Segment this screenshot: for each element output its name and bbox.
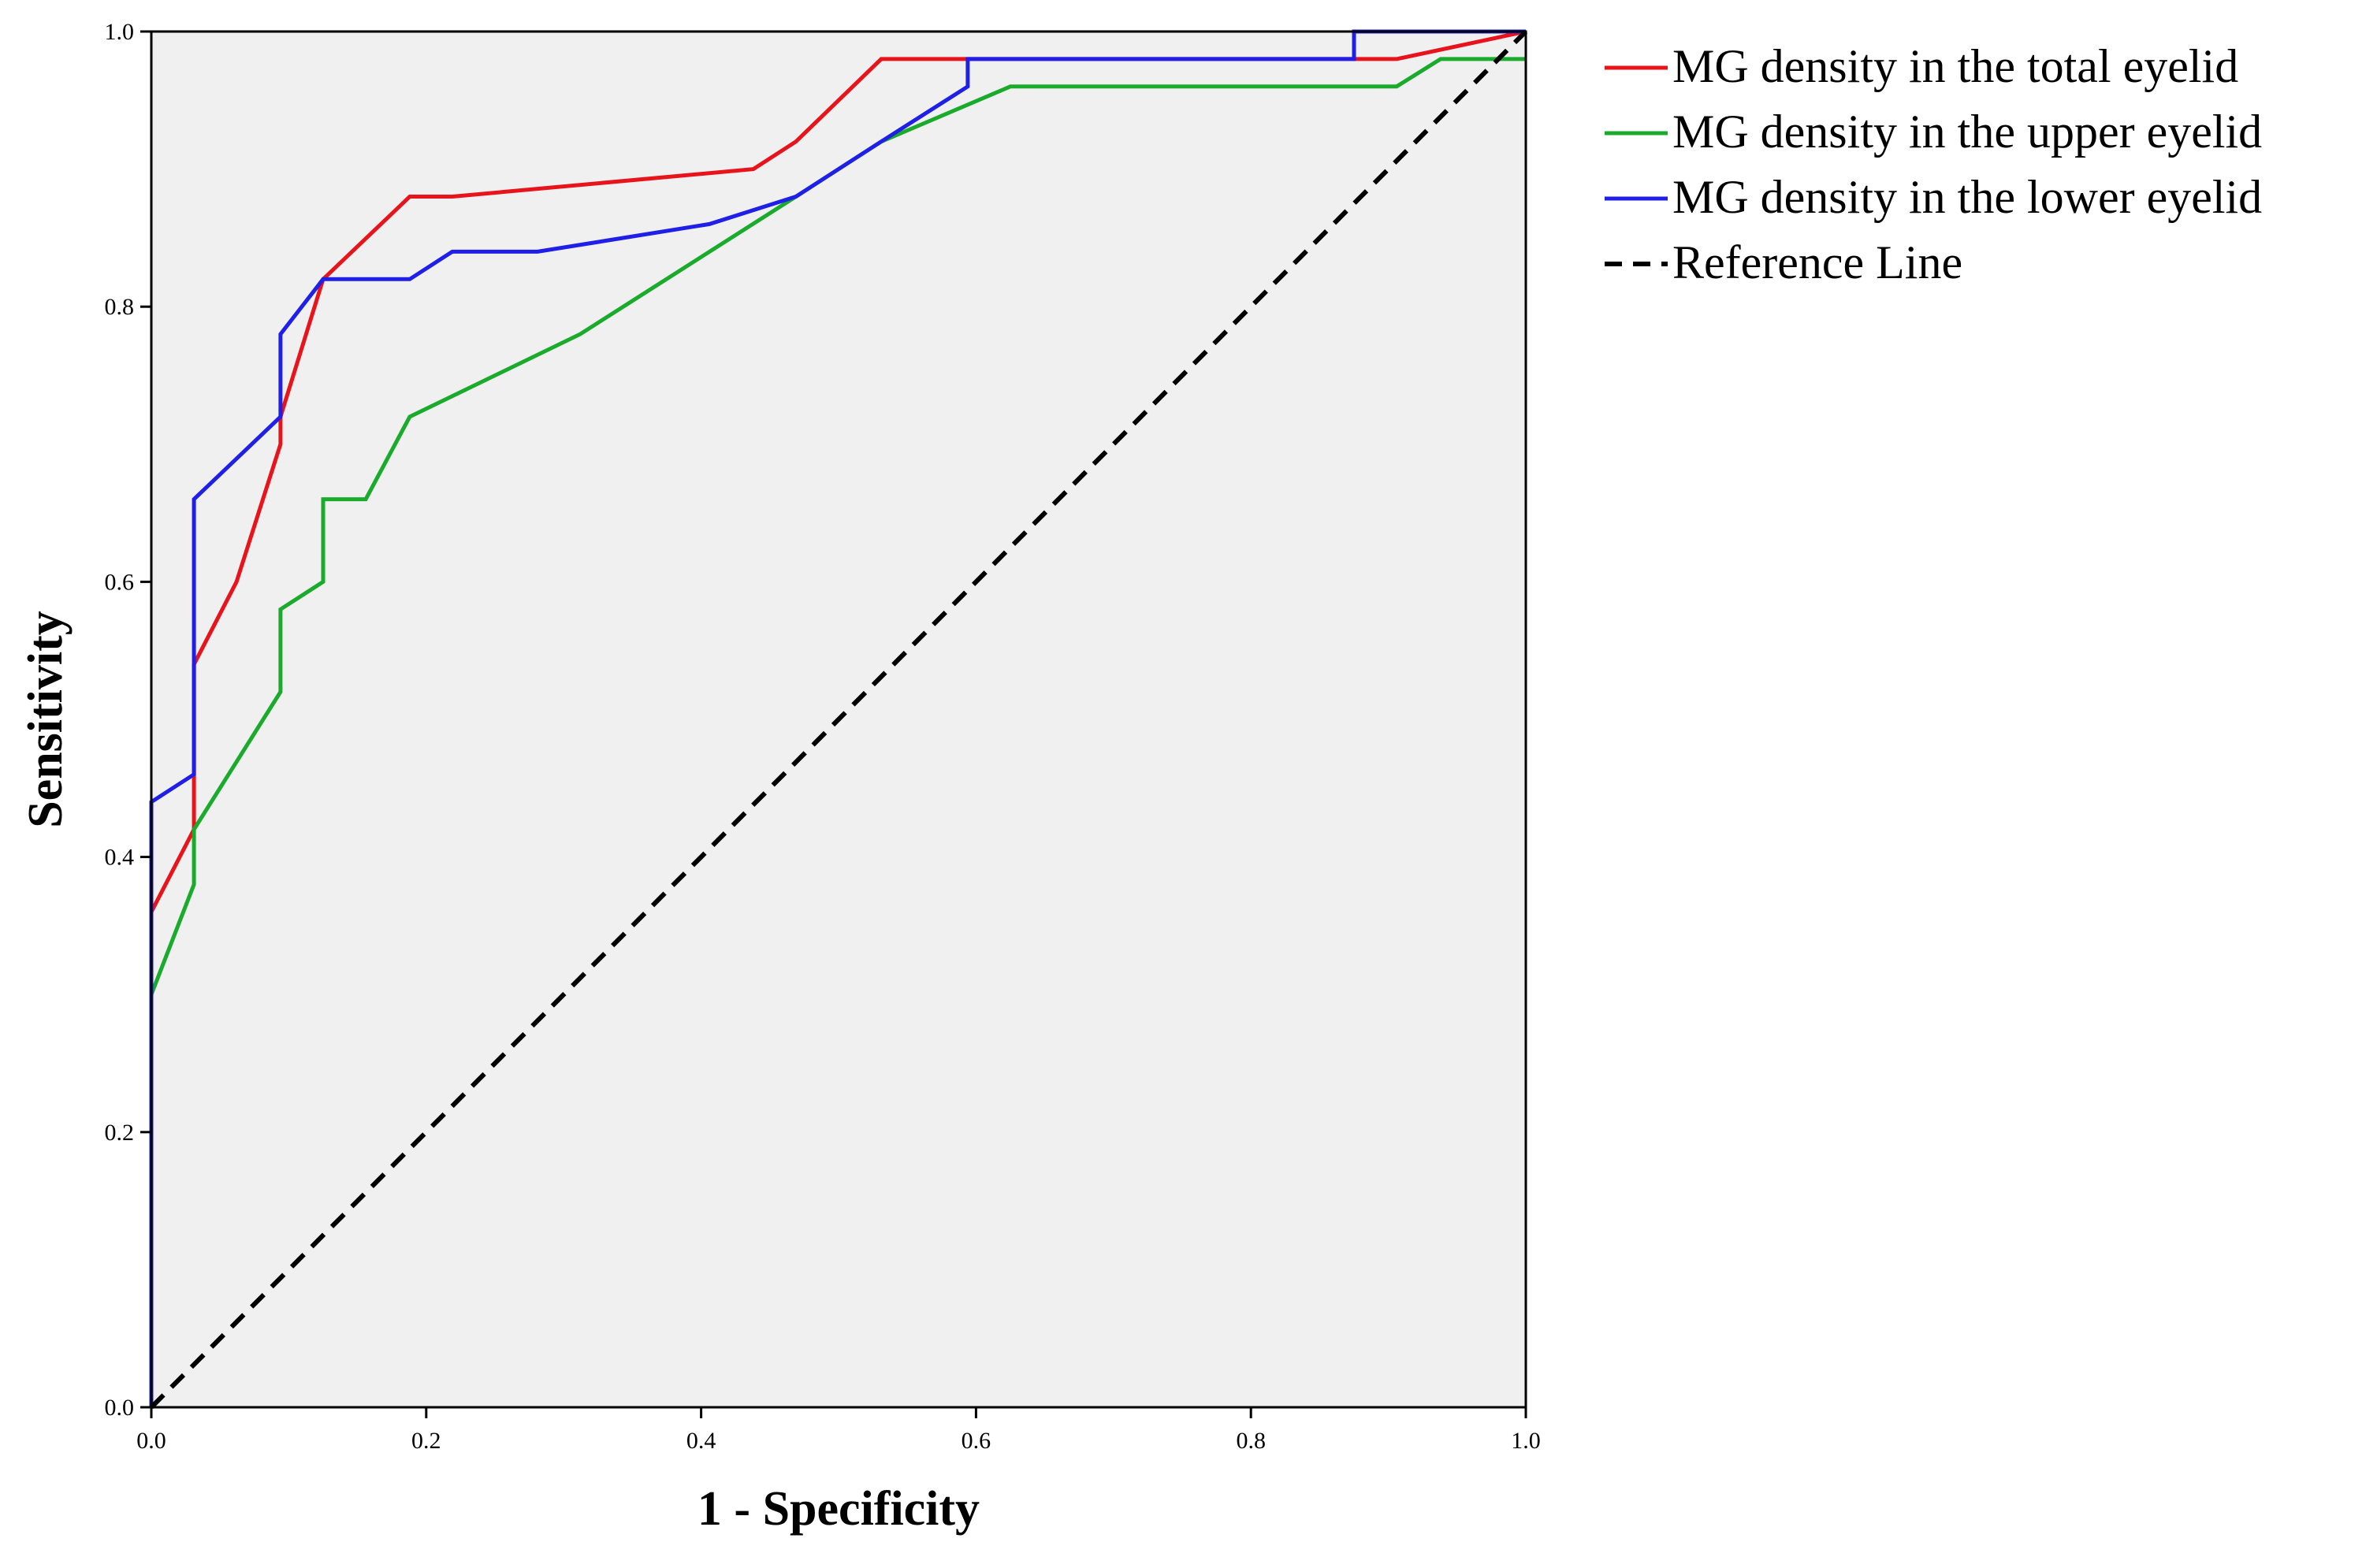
x-axis: 0.0 0.2 0.4 0.6 0.8 1.0 bbox=[136, 1407, 1541, 1454]
y-tick-label: 0.2 bbox=[105, 1120, 135, 1146]
legend-label-4: Reference Line bbox=[1672, 236, 1962, 288]
y-tick-label: 1.0 bbox=[105, 19, 135, 45]
y-axis-title: Sensitivity bbox=[19, 611, 73, 828]
x-axis-title: 1 - Specificity bbox=[697, 1482, 980, 1536]
y-tick-label: 0.6 bbox=[105, 569, 135, 595]
y-tick-label: 0.0 bbox=[105, 1395, 135, 1421]
series-line-3 bbox=[149, 29, 1526, 1407]
legend-label-3: MG density in the lower eyelid bbox=[1672, 171, 2262, 223]
series-layer bbox=[149, 29, 1528, 1410]
y-axis: 0.0 0.2 0.4 0.6 0.8 1.0 bbox=[105, 19, 151, 1421]
y-tick-label: 0.4 bbox=[105, 845, 135, 871]
series-line-4 bbox=[149, 29, 1528, 1410]
x-tick-label: 0.4 bbox=[686, 1428, 716, 1454]
legend: MG density in the total eyelid MG density… bbox=[1605, 40, 2262, 288]
x-tick-label: 0.0 bbox=[136, 1428, 166, 1454]
x-tick-label: 0.6 bbox=[962, 1428, 991, 1454]
plot-frame bbox=[150, 30, 1527, 1409]
series-line-2 bbox=[149, 57, 1526, 1407]
legend-label-1: MG density in the total eyelid bbox=[1672, 40, 2238, 92]
x-tick-label: 1.0 bbox=[1511, 1428, 1541, 1454]
y-tick-label: 0.8 bbox=[105, 294, 135, 320]
x-tick-label: 0.8 bbox=[1236, 1428, 1266, 1454]
x-tick-label: 0.2 bbox=[411, 1428, 441, 1454]
legend-label-2: MG density in the upper eyelid bbox=[1672, 106, 2262, 158]
